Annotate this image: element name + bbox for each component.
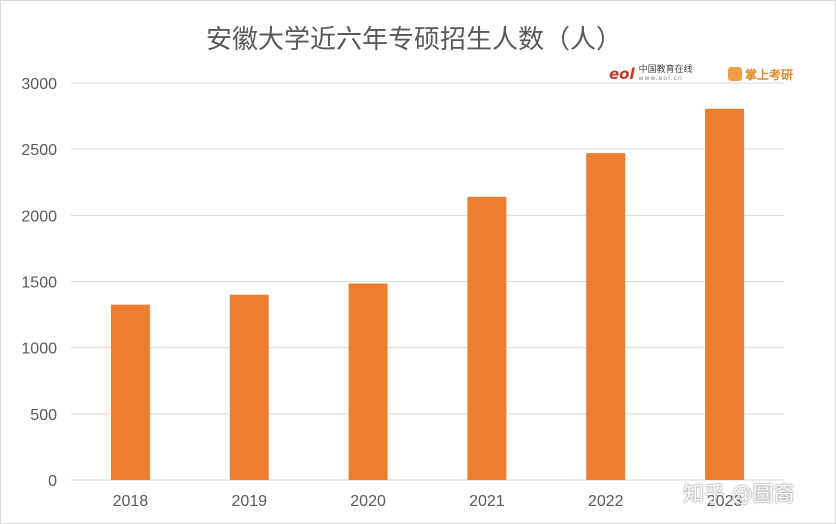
x-tick-label: 2022 <box>588 493 624 510</box>
chart-title: 安徽大学近六年专硕招生人数（人） <box>205 25 622 55</box>
y-tick-label: 1500 <box>21 275 57 292</box>
eol-logo-url: www.eol.cn <box>638 75 683 82</box>
y-tick-label: 0 <box>48 473 57 490</box>
bar-2018 <box>110 304 150 480</box>
bar-2021 <box>467 196 507 480</box>
bar-2019 <box>229 294 269 480</box>
eol-logo-mark: eol <box>609 65 635 83</box>
y-tick-label: 1000 <box>21 341 57 358</box>
kaoyan-logo-icon <box>728 67 742 81</box>
y-tick-label: 500 <box>30 407 57 424</box>
kaoyan-logo-name: 掌上考研 <box>745 67 794 82</box>
x-tick-label: 2018 <box>113 493 149 510</box>
bar-2023 <box>705 108 745 481</box>
kaoyan-logo: 掌上考研 <box>728 64 793 84</box>
bar-2020 <box>348 283 388 480</box>
x-tick-label: 2021 <box>469 493 505 510</box>
y-tick-label: 3000 <box>21 76 57 93</box>
zhihu-watermark: 知乎 @圆裔 <box>683 482 795 506</box>
eol-logo: eol 中国教育在线 www.eol.cn <box>609 65 693 83</box>
bar-2022 <box>586 153 626 481</box>
x-tick-label: 2023 <box>707 493 743 510</box>
eol-logo-name: 中国教育在线 <box>638 65 693 75</box>
y-tick-label: 2500 <box>21 142 57 159</box>
x-tick-label: 2020 <box>350 493 386 510</box>
y-tick-label: 2000 <box>21 208 57 225</box>
x-tick-label: 2019 <box>231 493 267 510</box>
